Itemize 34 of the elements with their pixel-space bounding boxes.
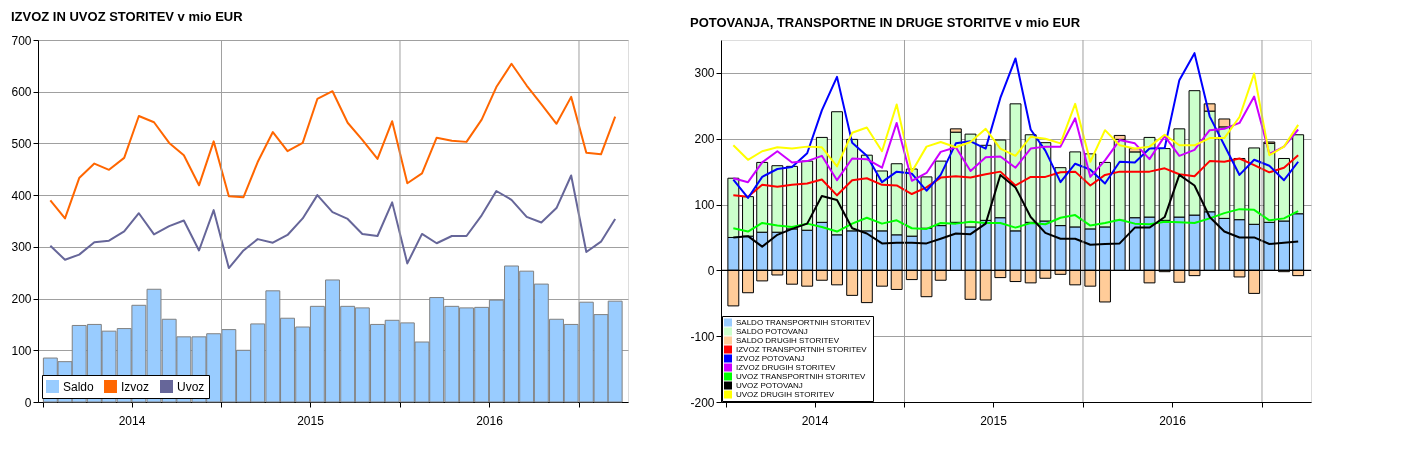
legend-label: SALDO TRANSPORTNIH STORITEV xyxy=(736,317,871,327)
y-tick-label: -200 xyxy=(690,395,715,410)
chart-title: IZVOZ IN UVOZ STORITEV v mio EUR xyxy=(10,9,244,24)
x-tick-label: 2015 xyxy=(980,413,1008,428)
y-tick-label: 600 xyxy=(11,85,32,100)
legend-label: Izvoz xyxy=(121,379,150,394)
y-tick-label: 100 xyxy=(694,198,715,213)
y-tick-label: 500 xyxy=(11,136,32,151)
y-tick-label: 0 xyxy=(707,263,715,278)
legend-label: SALDO DRUGIH STORITEV xyxy=(736,335,840,345)
legend-label: IZVOZ TRANSPORTNIH STORITEV xyxy=(736,344,868,354)
x-tick-label: 2016 xyxy=(476,413,504,428)
y-tick-label: 0 xyxy=(24,395,32,410)
y-tick-label: -100 xyxy=(690,329,715,344)
legend-label: UVOZ TRANSPORTNIH STORITEV xyxy=(736,371,867,381)
x-tick-label: 2014 xyxy=(118,413,146,428)
y-tick-label: 200 xyxy=(11,292,32,307)
x-tick-label: 2016 xyxy=(1159,413,1187,428)
chart-title: POTOVANJA, TRANSPORTNE IN DRUGE STORITVE v mio EUR xyxy=(689,14,1081,30)
y-tick-label: 300 xyxy=(694,66,715,81)
x-tick-label: 2015 xyxy=(297,413,325,428)
legend-label: SALDO POTOVANJ xyxy=(736,326,808,336)
y-tick-label: 300 xyxy=(11,240,32,255)
y-tick-label: 700 xyxy=(11,33,32,48)
y-tick-label: 100 xyxy=(11,343,32,358)
x-tick-label: 2014 xyxy=(801,413,829,428)
legend-label: UVOZ DRUGIH STORITEV xyxy=(736,389,835,399)
legend-label: Saldo xyxy=(63,379,95,394)
legend-label: IZVOZ DRUGIH STORITEV xyxy=(736,362,837,372)
legend-label: IZVOZ POTOVANJ xyxy=(736,353,805,363)
y-tick-label: 200 xyxy=(694,132,715,147)
legend-label: UVOZ POTOVANJ xyxy=(736,380,803,390)
y-tick-label: 400 xyxy=(11,188,32,203)
legend-label: Uvoz xyxy=(177,379,205,394)
